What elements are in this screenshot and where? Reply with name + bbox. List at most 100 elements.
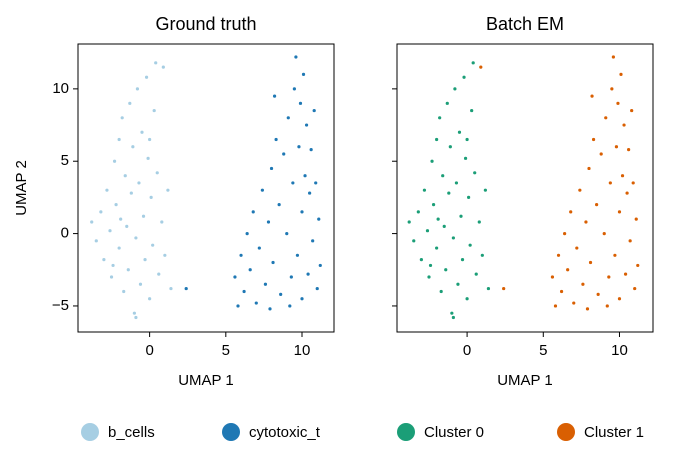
point [260,188,264,192]
point [304,123,309,127]
point [112,159,117,163]
point [303,174,307,178]
point [148,297,152,301]
point [308,191,312,195]
point [456,282,460,286]
point [445,101,449,105]
point [128,101,132,105]
point [134,236,138,240]
point [575,246,579,250]
point [148,137,152,142]
point [123,174,127,178]
point [318,263,322,268]
point [125,224,129,228]
point [439,289,443,294]
point [590,94,594,98]
point [233,275,237,279]
point [587,166,591,171]
point [419,258,423,262]
point [467,195,471,200]
point [628,239,632,243]
point [607,275,611,279]
point [132,311,136,315]
point [631,181,635,185]
point [636,263,640,268]
point [315,286,319,291]
point [291,181,295,185]
point [572,301,576,305]
point [422,188,427,192]
point [474,272,478,276]
point [553,304,558,308]
y-tick-label: 5 [61,152,69,169]
point [117,137,121,142]
point [314,181,318,185]
legend-label: Cluster 1 [584,424,644,441]
point [285,231,289,236]
point [251,210,255,214]
point [486,286,491,291]
point [471,61,475,65]
point [450,311,454,315]
point [298,101,303,105]
point [563,231,567,236]
point [295,253,300,257]
point [254,301,258,305]
point [144,75,149,79]
point [263,282,268,286]
point [630,108,634,113]
point [550,275,555,279]
point [610,87,614,91]
legend-marker [557,423,575,441]
point [312,108,316,113]
point [266,220,271,224]
point [277,203,281,207]
point [184,286,188,291]
point [447,191,451,195]
point [274,137,278,142]
point [155,171,159,175]
point [292,87,296,91]
point [430,159,434,163]
y-axis-label: UMAP 2 [13,160,30,216]
point [245,231,249,236]
point [613,253,617,257]
point [257,246,261,250]
point [435,137,439,142]
point [605,304,609,308]
x-tick-label: 10 [294,342,311,359]
point [154,61,158,65]
legend-label: b_cells [108,424,155,441]
point [119,217,123,221]
point [591,137,596,142]
point [163,253,167,257]
point [311,239,315,243]
point [279,292,283,296]
point [131,145,135,149]
point [444,268,448,272]
point [559,289,564,294]
point [614,145,619,149]
point [634,217,638,221]
point [306,272,310,276]
y-tick-label: 0 [61,225,69,242]
point [460,258,465,262]
point [160,220,164,224]
point [451,315,455,320]
point [427,275,431,279]
legend-label: Cluster 0 [424,424,484,441]
point [94,239,98,243]
point [117,246,121,250]
point [556,253,561,257]
x-tick-label: 5 [539,342,547,359]
point [604,116,608,120]
point [300,210,304,214]
point [122,289,126,294]
point [166,188,170,192]
point [611,55,615,59]
legend-marker [222,423,240,441]
point [141,214,146,218]
point [269,166,274,171]
point [120,116,124,120]
